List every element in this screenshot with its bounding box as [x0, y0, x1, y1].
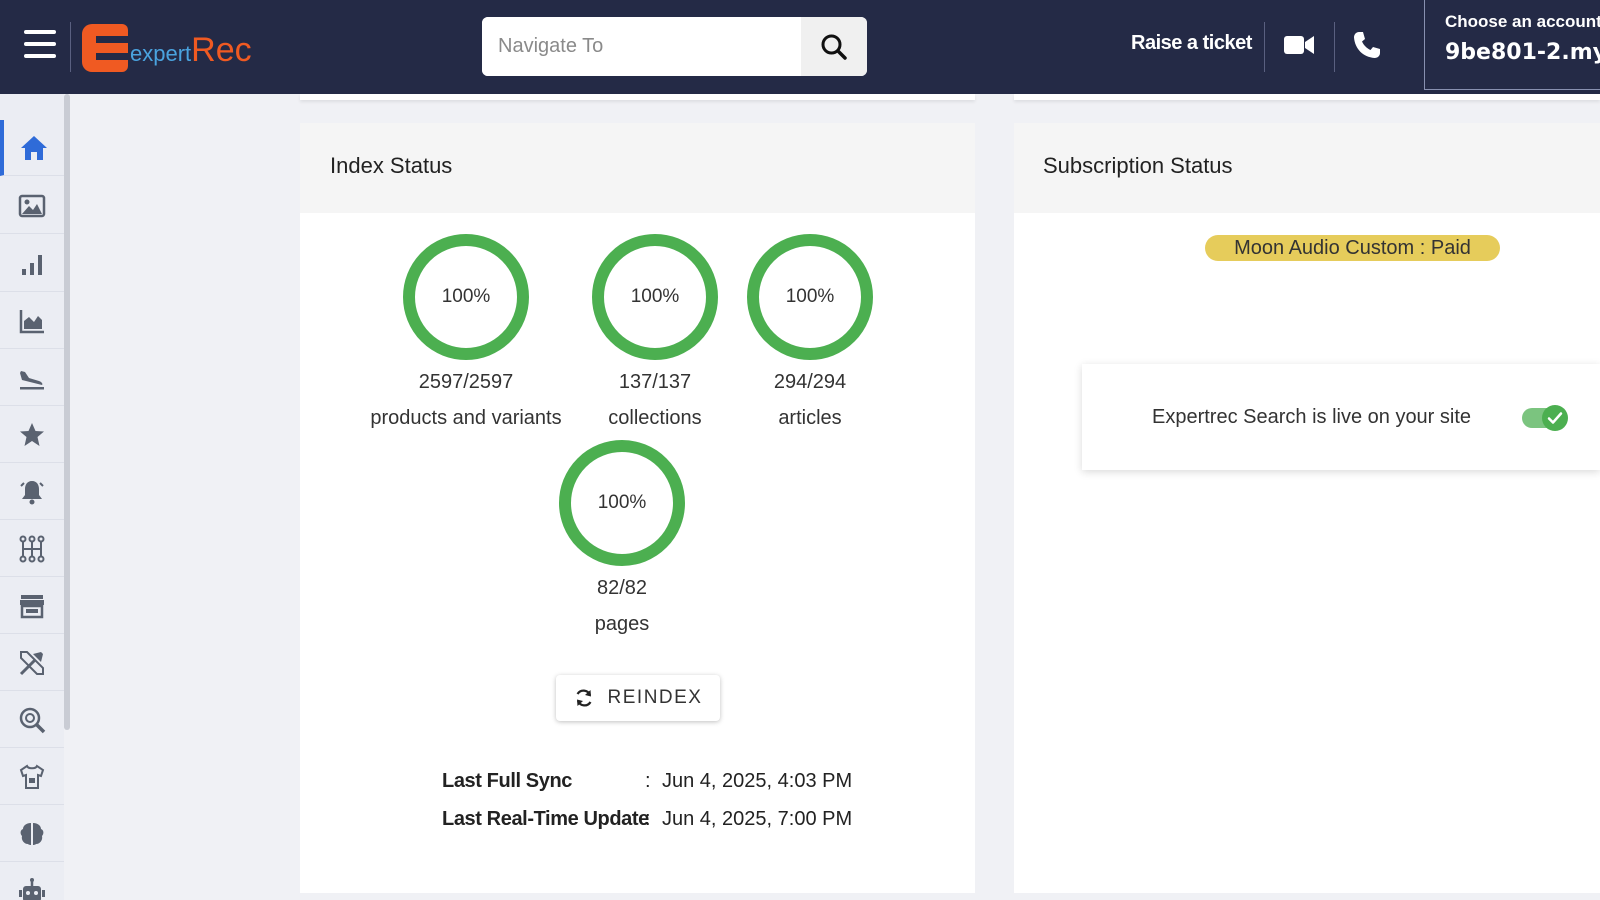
raise-ticket-link[interactable]: Raise a ticket: [1131, 32, 1252, 54]
search-live-panel: Expertrec Search is live on your site: [1082, 364, 1600, 470]
navigate-input[interactable]: [482, 17, 800, 76]
count-collections: 137/137: [618, 371, 692, 393]
sidebar-item-ai[interactable]: [0, 806, 64, 862]
video-camera-icon[interactable]: [1284, 34, 1314, 56]
count-pages: 82/82: [596, 577, 648, 599]
store-icon: [20, 594, 44, 618]
last-full-sync-value: Jun 4, 2025, 4:03 PM: [662, 770, 853, 792]
index-status-header: Index Status: [300, 123, 975, 213]
area-chart-icon: [19, 309, 44, 333]
sync-separator: :: [645, 808, 651, 830]
sidebar-item-images[interactable]: [0, 178, 64, 234]
header-divider: [70, 22, 71, 72]
card-above-edge: [300, 94, 975, 100]
sidebar-item-products[interactable]: [0, 749, 64, 805]
last-realtime-label: Last Real-Time Update: [442, 808, 649, 830]
ring-percent: 100%: [630, 286, 680, 307]
last-realtime-value: Jun 4, 2025, 7:00 PM: [662, 808, 853, 830]
label-pages: pages: [594, 613, 650, 635]
sidebar: [0, 94, 64, 900]
ring-percent: 100%: [597, 492, 647, 513]
search-icon: [821, 34, 847, 60]
account-label: Choose an account: [1445, 12, 1600, 31]
logo-e-mark: [82, 24, 128, 72]
ring-percent: 100%: [785, 286, 835, 307]
logo-prefix: expert: [130, 41, 192, 66]
progress-ring-products: 100%: [403, 234, 529, 360]
sidebar-item-reports[interactable]: [0, 293, 64, 349]
plan-badge: Moon Audio Custom : Paid: [1205, 235, 1500, 261]
reindex-label: REINDEX: [607, 687, 703, 708]
subscription-status-title: Subscription Status: [1043, 153, 1233, 178]
expertrec-logo[interactable]: expertRec: [82, 20, 252, 72]
sync-separator: :: [645, 770, 651, 792]
top-bar: expertRec Raise a ticket Choose an accou…: [0, 0, 1600, 94]
sidebar-item-store[interactable]: [0, 578, 64, 634]
tools-icon: [19, 650, 44, 675]
count-articles: 294/294: [773, 371, 847, 393]
tshirt-icon: [19, 763, 45, 789]
bar-chart-icon: [22, 254, 42, 275]
sidebar-item-alerts[interactable]: [0, 464, 64, 520]
label-collections: collections: [608, 407, 702, 429]
count-products: 2597/2597: [418, 371, 514, 393]
hamburger-menu-icon[interactable]: [24, 30, 56, 60]
label-articles: articles: [778, 407, 842, 429]
logo-suffix: Rec: [191, 31, 252, 69]
sidebar-item-search-settings[interactable]: [0, 692, 64, 748]
search-live-toggle[interactable]: [1522, 405, 1568, 431]
progress-ring-collections: 100%: [592, 234, 718, 360]
label-products: products and variants: [370, 407, 562, 429]
account-selector[interactable]: Choose an account 9be801-2.myshopify.com: [1424, 0, 1600, 90]
phone-icon[interactable]: [1352, 30, 1382, 60]
bell-icon: [20, 480, 44, 504]
progress-ring-pages: 100%: [559, 440, 685, 566]
checkmark-icon: [1547, 412, 1563, 424]
robot-icon: [19, 878, 45, 900]
toggle-knob: [1542, 405, 1568, 431]
sidebar-item-structure[interactable]: [0, 521, 64, 577]
search-button[interactable]: [801, 17, 867, 76]
last-full-sync-label: Last Full Sync: [442, 770, 572, 792]
navigate-search: [482, 17, 867, 76]
ring-percent: 100%: [441, 286, 491, 307]
header-divider: [1334, 22, 1335, 72]
header-divider: [1264, 22, 1265, 72]
image-icon: [18, 194, 46, 217]
search-magnifier-icon: [19, 707, 46, 733]
search-live-text: Expertrec Search is live on your site: [1152, 406, 1472, 428]
sidebar-item-bot[interactable]: [0, 863, 64, 900]
home-icon: [21, 135, 47, 160]
sidebar-item-home[interactable]: [0, 120, 64, 176]
sidebar-item-analytics[interactable]: [0, 236, 64, 292]
star-icon: [20, 422, 44, 446]
sidebar-scrollbar[interactable]: [64, 94, 70, 730]
index-status-title: Index Status: [330, 153, 453, 178]
sidebar-item-favorites[interactable]: [0, 407, 64, 463]
subscription-status-header: Subscription Status: [1014, 123, 1600, 213]
sidebar-item-landing[interactable]: [0, 350, 64, 406]
plane-landing-icon: [20, 370, 44, 389]
sitemap-icon: [19, 535, 45, 562]
reindex-button[interactable]: REINDEX: [556, 675, 720, 721]
refresh-icon: [576, 689, 591, 707]
card-above-edge: [1014, 94, 1600, 100]
account-value: 9be801-2.myshopify.com: [1445, 40, 1600, 65]
brain-icon: [20, 822, 44, 845]
sidebar-item-tools[interactable]: [0, 635, 64, 691]
progress-ring-articles: 100%: [747, 234, 873, 360]
